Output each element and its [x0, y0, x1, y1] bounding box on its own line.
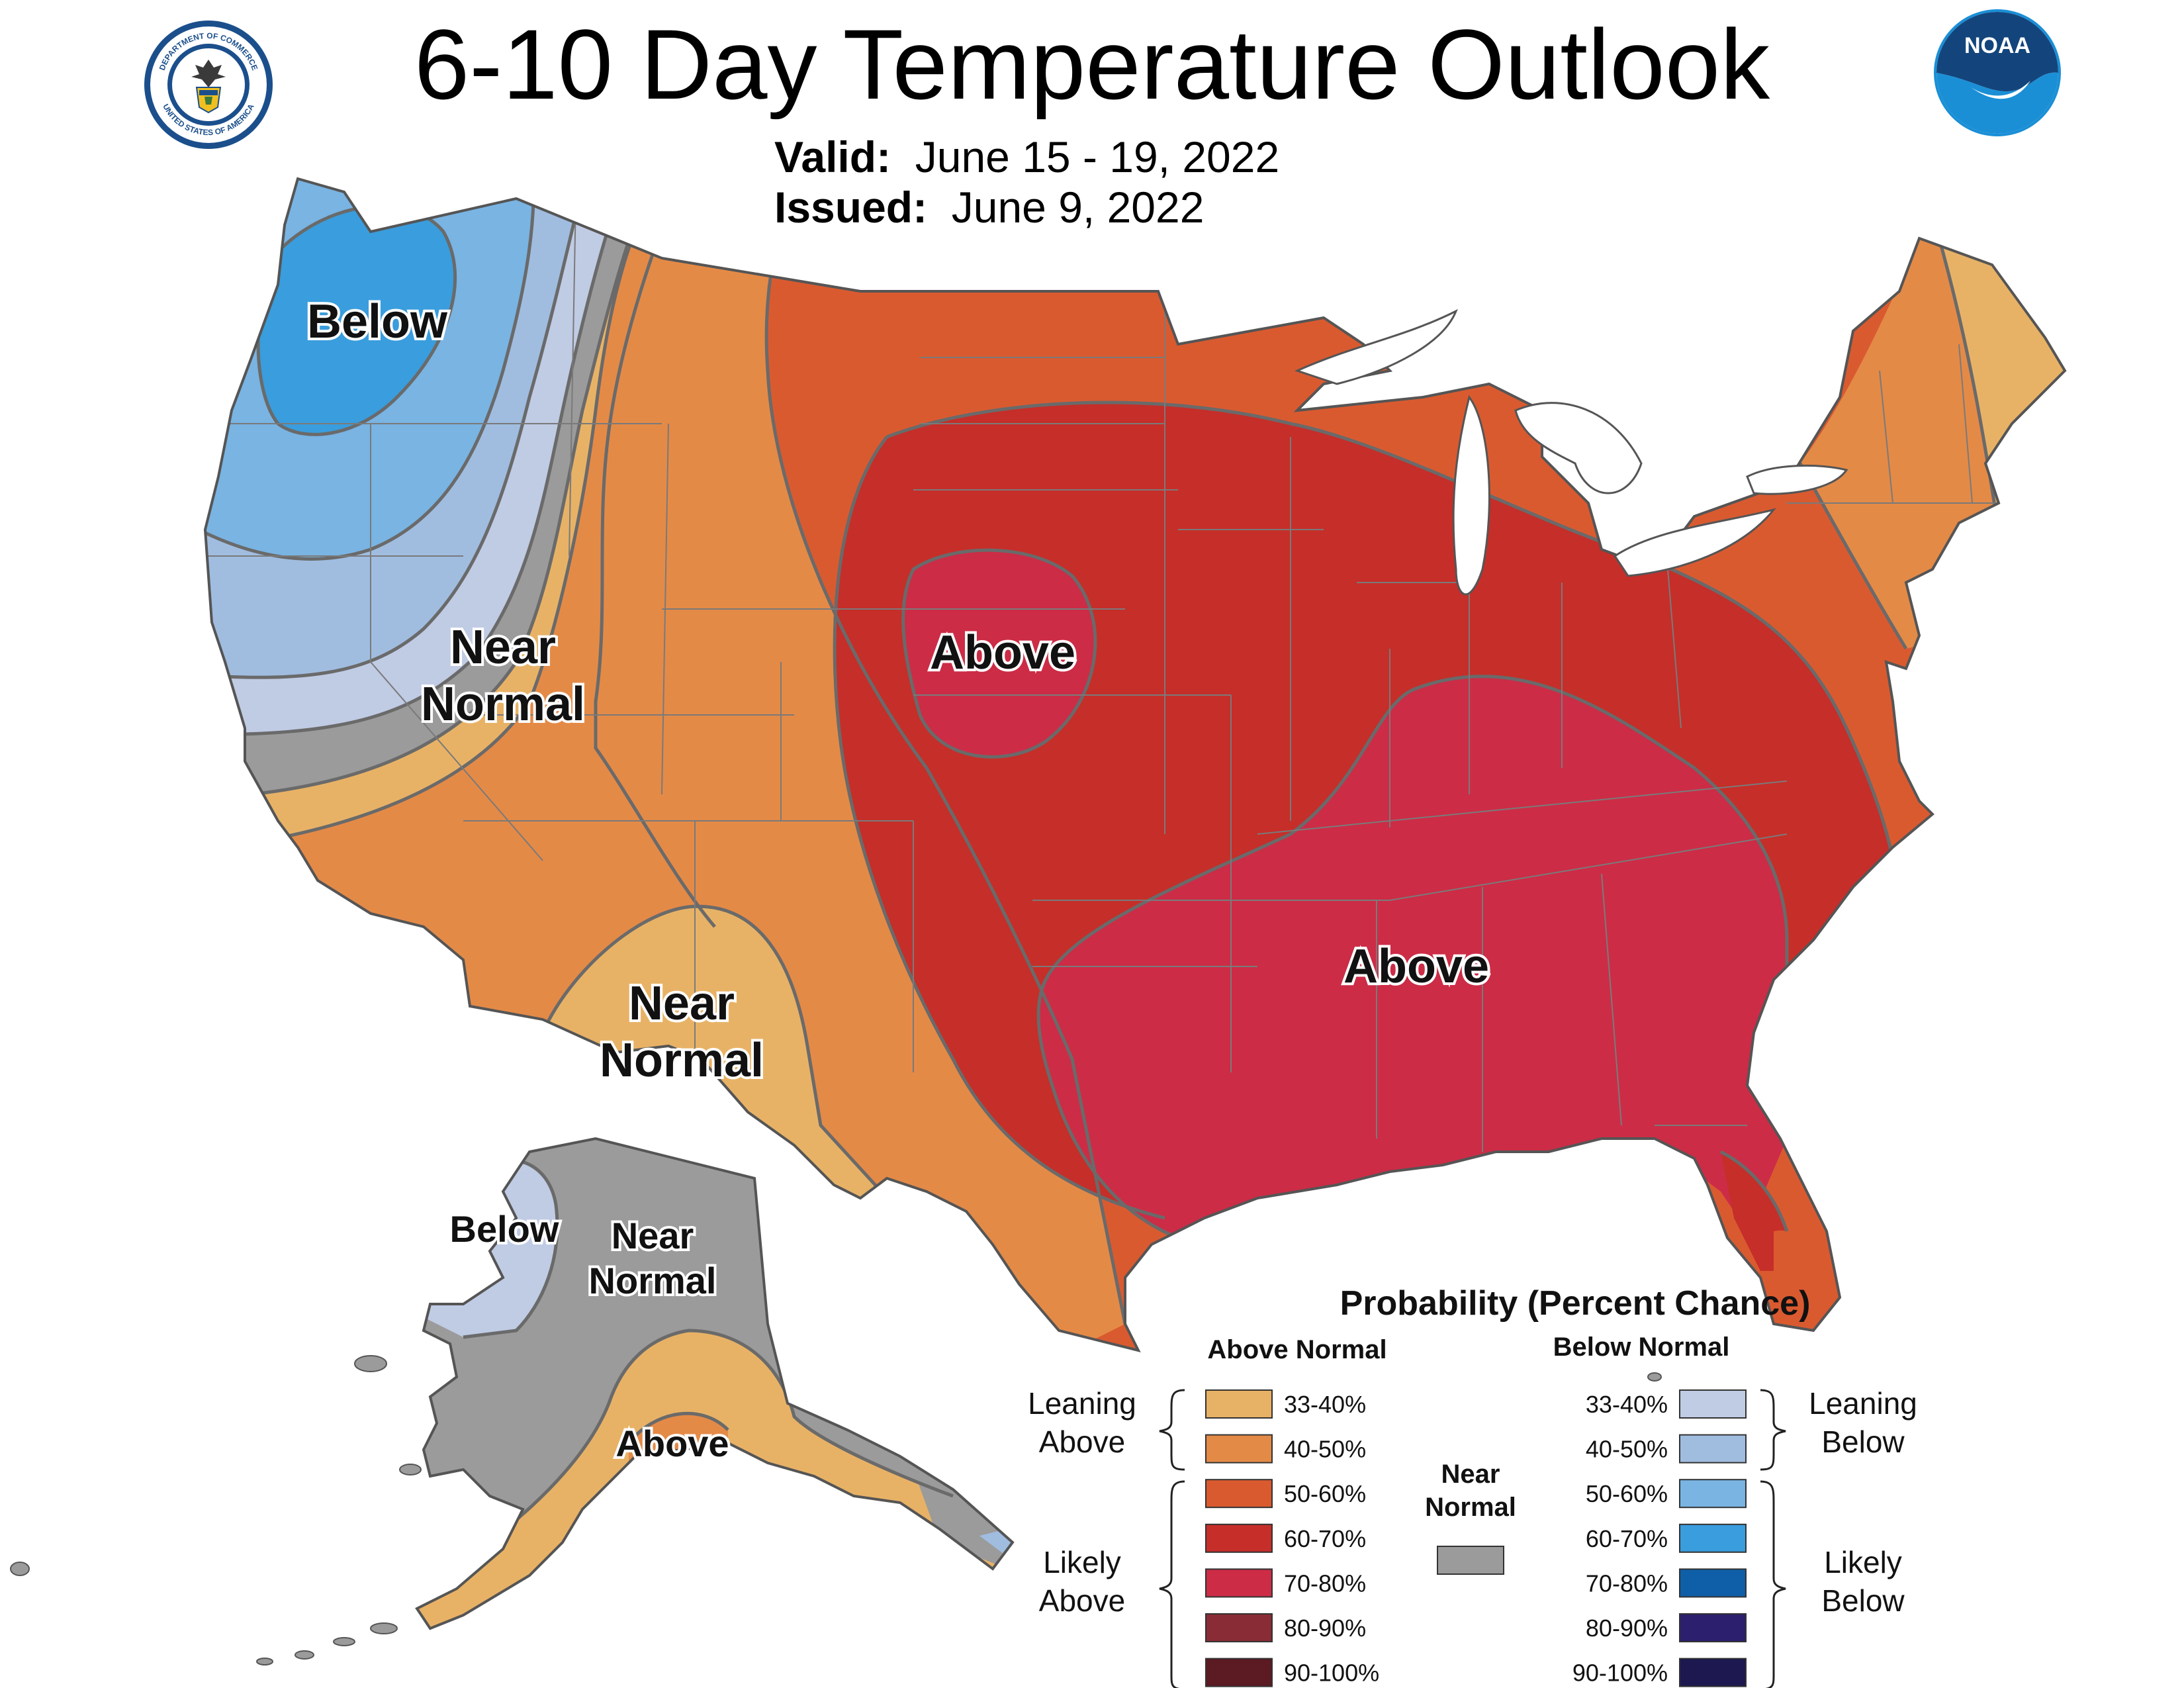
legend-above-swatch-label-3: 50-60%: [1284, 1480, 1366, 1507]
legend-likely-below-line1: Likely: [1824, 1545, 1902, 1579]
legend-above-swatch-1: [1205, 1389, 1273, 1419]
legend-below-swatch-5: [1679, 1568, 1747, 1598]
legend-below-swatch-1: [1679, 1389, 1747, 1419]
issued-value: June 9, 2022: [951, 182, 1205, 232]
legend-leaning-above-line1: Leaning: [1028, 1386, 1136, 1421]
legend-below-swatch-label-6: 80-90%: [1586, 1615, 1668, 1642]
legend-above-swatch-label-1: 33-40%: [1284, 1391, 1366, 1418]
noaa-logo-icon: NOAA: [1934, 9, 2061, 136]
label-near-normal-southwest-line1: Near: [629, 977, 735, 1030]
legend-above-header: Above Normal: [1207, 1335, 1387, 1364]
legend-below-swatch-label-7: 90-100%: [1572, 1660, 1668, 1687]
legend-title: Probability (Percent Chance): [1340, 1284, 1811, 1323]
legend-above-swatch-7: [1205, 1658, 1273, 1687]
label-above-southeast: Above: [1343, 940, 1489, 993]
valid-dates-block: Valid: June 15 - 19, 2022 Issued: June 9…: [774, 132, 1279, 233]
label-above-plains: Above: [930, 626, 1075, 679]
legend-leaning-below-line1: Leaning: [1809, 1386, 1917, 1421]
legend-above-swatch-label-7: 90-100%: [1284, 1660, 1379, 1687]
valid-label: Valid:: [774, 132, 891, 181]
legend-below-swatch-7: [1679, 1658, 1747, 1687]
legend-above-swatch-label-4: 60-70%: [1284, 1525, 1366, 1552]
label-near-normal-alaska-line1: Near: [612, 1215, 694, 1256]
legend-leaning-above-line2: Above: [1039, 1425, 1125, 1459]
label-below-northwest: Below: [307, 295, 448, 348]
legend-below-swatch-label-4: 60-70%: [1586, 1525, 1668, 1552]
legend-below-header: Below Normal: [1553, 1333, 1730, 1362]
legend-above-swatch-5: [1205, 1568, 1273, 1598]
legend-below-swatch-2: [1679, 1434, 1747, 1464]
great-lakes: [1294, 308, 1848, 596]
legend-above-swatch-4: [1205, 1523, 1273, 1553]
legend-near-normal-line2: Normal: [1425, 1493, 1516, 1522]
legend-braces: [1159, 1389, 1786, 1688]
issued-label: Issued:: [774, 182, 928, 232]
alaska-outline: [415, 1137, 1015, 1630]
label-near-normal-southwest-line2: Normal: [600, 1034, 764, 1087]
issued-line: Issued: June 9, 2022: [774, 183, 1279, 233]
label-near-normal-northwest-line2: Normal: [421, 678, 585, 731]
state-borders: [205, 198, 2019, 1152]
legend-above-swatch-3: [1205, 1479, 1273, 1509]
aleutian-islands: [10, 1355, 1662, 1665]
label-near-normal-northwest-line1: Near: [450, 621, 556, 674]
legend-likely-below-line2: Below: [1821, 1583, 1905, 1618]
noaa-logo-text: NOAA: [1964, 33, 2030, 58]
legend-above-swatch-label-5: 70-80%: [1284, 1570, 1366, 1597]
valid-line: Valid: June 15 - 19, 2022: [774, 132, 1279, 183]
legend-below-swatch-label-3: 50-60%: [1586, 1480, 1668, 1507]
legend-below-swatch-6: [1679, 1613, 1747, 1642]
conus-outline: [203, 177, 2067, 1352]
legend-above-swatch-label-6: 80-90%: [1284, 1615, 1366, 1642]
legend-above-swatch-label-2: 40-50%: [1284, 1436, 1366, 1463]
legend-near-normal-swatch: [1437, 1546, 1504, 1575]
legend-above-swatches: 33-40% 40-50% 50-60% 60-70% 70-80% 80-90% 90-1…: [1205, 1389, 1379, 1687]
legend-below-swatches: 33-40% 40-50% 50-60% 60-70% 70-80% 80-90% 90-1…: [1572, 1389, 1747, 1687]
label-below-alaska: Below: [450, 1208, 559, 1250]
page-title: 6-10 Day Temperature Outlook: [414, 9, 1770, 120]
legend-above-swatch-6: [1205, 1613, 1273, 1642]
legend-below-swatch-label-2: 40-50%: [1586, 1436, 1668, 1463]
legend-near-normal-line1: Near: [1441, 1460, 1500, 1489]
legend-below-swatch-4: [1679, 1523, 1747, 1553]
map-labels: Below Near Normal Above Above Near Norma…: [304, 293, 1492, 1467]
commerce-seal-icon: DEPARTMENT OF COMMERCE UNITED STATES OF …: [144, 21, 273, 149]
legend-below-swatch-label-1: 33-40%: [1586, 1391, 1668, 1418]
legend-below-swatch-label-5: 70-80%: [1586, 1570, 1668, 1597]
label-above-alaska: Above: [615, 1423, 729, 1464]
label-near-normal-alaska-line2: Normal: [589, 1260, 717, 1301]
legend-above-swatch-2: [1205, 1434, 1273, 1464]
legend-likely-above-line2: Above: [1039, 1583, 1125, 1618]
valid-value: June 15 - 19, 2022: [915, 132, 1280, 181]
legend-leaning-below-line2: Below: [1821, 1425, 1905, 1459]
legend-likely-above-line1: Likely: [1043, 1545, 1121, 1579]
legend-below-swatch-3: [1679, 1479, 1747, 1509]
